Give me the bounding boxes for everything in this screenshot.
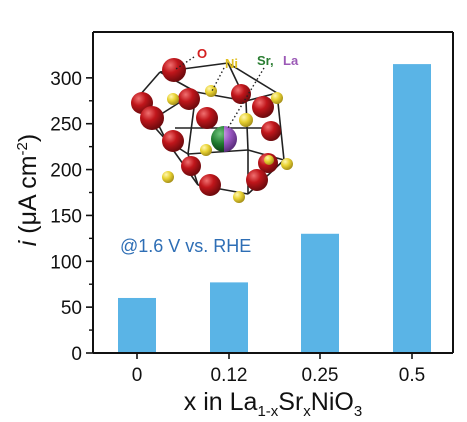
nickel-atom — [239, 113, 253, 127]
y-tick-label-200: 200 — [50, 161, 82, 182]
legend-sr-label: Sr, — [257, 53, 274, 68]
bar-0.5 — [393, 64, 431, 353]
y-axis-title-post: ) — [14, 134, 42, 142]
y-ticks-group: 0 50 100 150 200 250 300 — [50, 69, 93, 365]
oxygen-atom — [178, 88, 200, 110]
legend-o-label: O — [197, 46, 207, 61]
x-axis-title-mid: Sr — [278, 388, 303, 416]
ni-leader-line — [211, 67, 225, 92]
sr-half — [211, 126, 224, 152]
sr-la-atom — [211, 126, 237, 152]
x-axis-title-sub3: 3 — [354, 403, 362, 420]
y-tick-label-100: 100 — [50, 252, 82, 273]
condition-annotation: @1.6 V vs. RHE — [120, 236, 251, 256]
bars-group — [118, 64, 431, 353]
oxygen-atom — [162, 130, 184, 152]
x-axis-title-sub1: 1-x — [257, 403, 278, 420]
legend-ni-label: Ni — [225, 56, 238, 71]
nickel-atom — [233, 191, 245, 203]
x-axis-title: x in La1-xSrxNiO3 — [184, 388, 362, 420]
oxygen-atom — [261, 121, 281, 141]
x-axis-title-post: NiO — [311, 388, 354, 416]
x-tick-label-0: 0 — [132, 365, 143, 386]
nickel-atom — [162, 171, 174, 183]
legend-la-label: La — [283, 53, 299, 68]
oxygen-atom — [199, 174, 221, 196]
y-tick-label-300: 300 — [50, 69, 82, 90]
lattice-atoms — [131, 58, 293, 203]
x-axis-title-pre: x in La — [184, 388, 258, 416]
nickel-atom — [167, 93, 179, 105]
nickel-atom — [264, 155, 274, 165]
bar-0 — [118, 297, 156, 353]
crystal-structure-inset: O Ni Sr, La — [131, 46, 299, 203]
y-tick-label-0: 0 — [71, 344, 82, 365]
x-ticks-group: 0 0.12 0.25 0.5 — [132, 353, 425, 386]
y-tick-label-250: 250 — [50, 115, 82, 136]
bar-0.25 — [301, 233, 339, 353]
oxygen-atom — [246, 169, 268, 191]
y-axis-title-pre: (μA cm — [14, 155, 42, 240]
y-tick-label-150: 150 — [50, 206, 82, 227]
y-axis-title-sup: -2 — [14, 142, 31, 155]
x-tick-label-0.25: 0.25 — [302, 365, 339, 386]
y-axis-title-italic: i — [14, 239, 42, 246]
oxygen-atom — [231, 84, 251, 104]
oxygen-atom — [196, 107, 218, 129]
lattice-bond — [227, 62, 278, 94]
oxygen-atom — [162, 58, 186, 82]
lattice-bond — [276, 92, 285, 161]
x-tick-label-0.12: 0.12 — [211, 365, 248, 386]
nickel-atom — [200, 144, 212, 156]
oxygen-atom — [252, 96, 274, 118]
nickel-atom — [281, 158, 293, 170]
nickel-atom — [205, 85, 217, 97]
x-tick-label-0.5: 0.5 — [399, 365, 425, 386]
lattice-bond — [187, 149, 249, 155]
nickel-atom — [271, 92, 283, 104]
x-axis-title-sub2: x — [303, 403, 311, 420]
la-half — [224, 126, 237, 152]
oxygen-atom — [181, 156, 201, 176]
oxygen-atom — [140, 106, 164, 130]
bar-0.12 — [210, 282, 248, 353]
y-axis-title: i (μA cm-2) — [14, 134, 42, 246]
y-tick-label-50: 50 — [61, 298, 82, 319]
